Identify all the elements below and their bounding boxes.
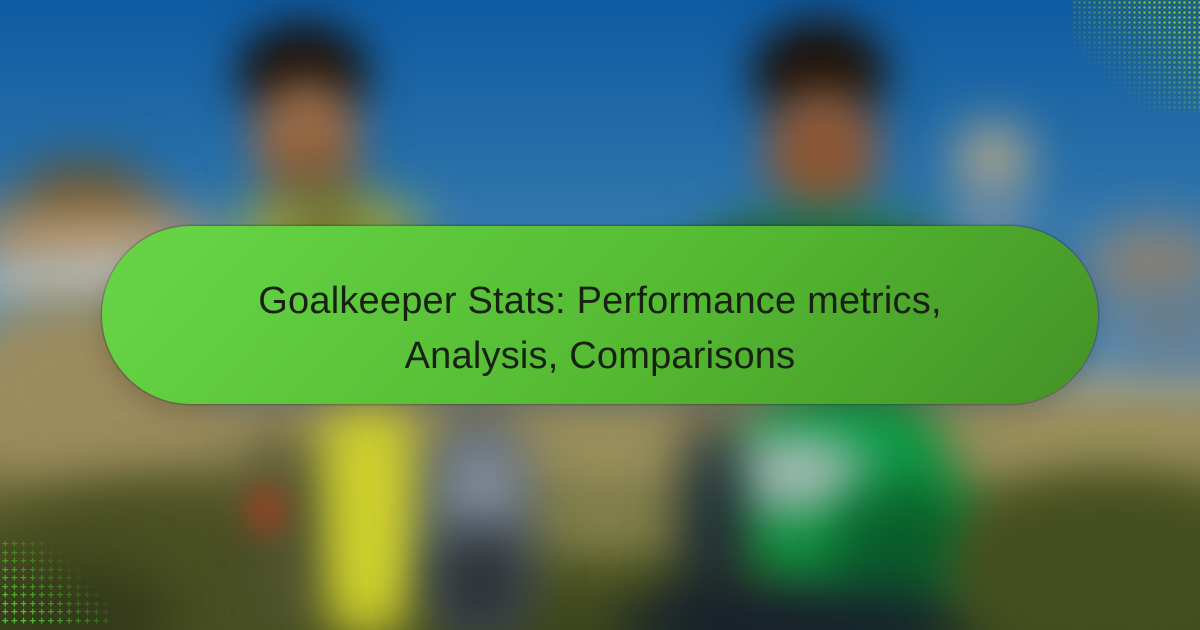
- photo-blob-tan-band-right: [945, 418, 1200, 480]
- title-line-1: Goalkeeper Stats: Performance metrics,: [258, 280, 942, 322]
- photo-blob-car-gray-right: [1118, 292, 1200, 362]
- photo-blob-right-player-face: [764, 86, 880, 218]
- halftone-dot-pattern-top-right: [1072, 0, 1200, 112]
- title-banner: Goalkeeper Stats: Performance metrics, A…: [102, 226, 1098, 404]
- halftone-plus-pattern-bottom-left: ++++++++++++ ++++++++++++ ++++++++++++ +…: [2, 540, 110, 627]
- photo-blob-left-player-bottom-dark: [430, 530, 530, 630]
- page-title: Goalkeeper Stats: Performance metrics, A…: [258, 274, 941, 384]
- photo-blob-left-player-arm-gray: [448, 442, 518, 532]
- photo-blob-grass-right: [950, 470, 1200, 630]
- title-line-2: Analysis, Comparisons: [404, 335, 796, 377]
- photo-blob-left-player-torso-yellow: [300, 398, 435, 630]
- photo-blob-left-player-red-patch: [248, 487, 284, 533]
